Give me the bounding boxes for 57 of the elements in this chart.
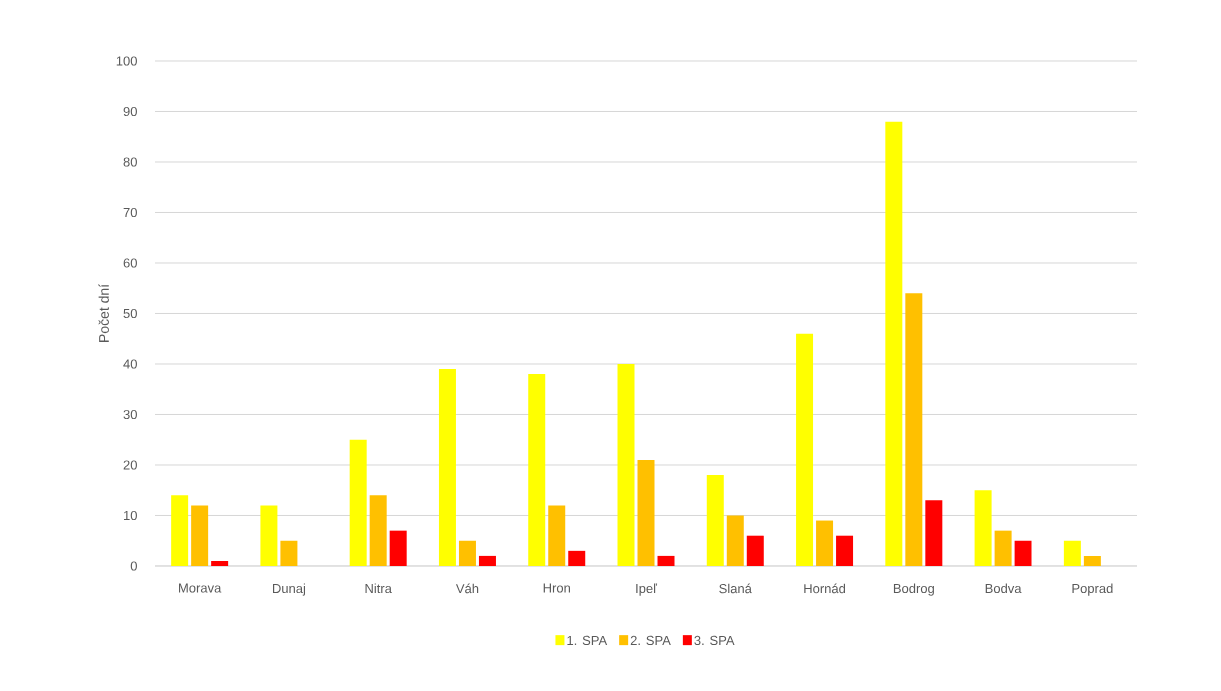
bar bbox=[280, 540, 298, 566]
y-tick-label: 30 bbox=[123, 409, 137, 420]
x-tick-label: Nitra bbox=[365, 583, 392, 594]
y-tick-label: 100 bbox=[116, 56, 137, 66]
bar bbox=[994, 530, 1012, 566]
y-tick-label: 70 bbox=[123, 207, 137, 218]
bar bbox=[746, 535, 764, 566]
bar bbox=[260, 505, 278, 566]
bar bbox=[1083, 555, 1101, 566]
legend-label: 1. SPA bbox=[567, 635, 608, 646]
bar bbox=[885, 121, 903, 566]
bar bbox=[726, 515, 744, 566]
x-tick-label: Hron bbox=[543, 583, 570, 593]
bar bbox=[211, 560, 229, 566]
bar bbox=[568, 550, 586, 566]
legend-label: 3. SPA bbox=[694, 635, 735, 646]
bar bbox=[637, 459, 655, 566]
y-tick-label: 40 bbox=[123, 359, 137, 369]
x-tick-label: Poprad bbox=[1072, 583, 1113, 596]
bar bbox=[1063, 540, 1081, 566]
y-tick-label: 10 bbox=[124, 510, 137, 521]
y-axis-title: Počet dní bbox=[98, 284, 109, 342]
x-tick-label: Slaná bbox=[719, 583, 752, 594]
bar bbox=[369, 495, 387, 566]
bar bbox=[816, 520, 834, 566]
x-tick-label: Váh bbox=[455, 583, 479, 594]
x-tick-label: Hornád bbox=[804, 583, 846, 594]
x-tick-label: Morava bbox=[179, 583, 222, 593]
bar bbox=[389, 530, 407, 566]
bar bbox=[349, 439, 367, 566]
y-tick-label: 90 bbox=[123, 106, 137, 117]
bar bbox=[191, 505, 209, 566]
bar bbox=[548, 505, 566, 566]
bar bbox=[974, 490, 992, 566]
bar bbox=[905, 293, 923, 566]
bar bbox=[438, 369, 456, 566]
x-tick-label: Ipeľ bbox=[636, 583, 658, 596]
bar bbox=[458, 540, 476, 566]
y-tick-label: 50 bbox=[123, 308, 137, 319]
x-tick-label: Dunaj bbox=[272, 583, 306, 596]
legend-label: 2. SPA bbox=[630, 635, 671, 646]
bar bbox=[836, 535, 854, 566]
y-tick-label: 60 bbox=[123, 258, 137, 268]
bar bbox=[617, 364, 635, 566]
y-tick-label: 0 bbox=[130, 561, 137, 571]
bar bbox=[706, 475, 724, 566]
bar bbox=[925, 500, 943, 566]
y-tick-label: 20 bbox=[123, 460, 137, 470]
bar bbox=[171, 495, 189, 566]
bar bbox=[528, 374, 546, 566]
bar bbox=[1014, 540, 1032, 566]
y-tick-label: 80 bbox=[123, 157, 137, 167]
x-tick-label: Bodrog bbox=[893, 583, 934, 596]
bar bbox=[657, 555, 675, 566]
bar bbox=[478, 555, 496, 566]
bar bbox=[796, 333, 814, 566]
x-tick-label: Bodva bbox=[985, 583, 1022, 594]
